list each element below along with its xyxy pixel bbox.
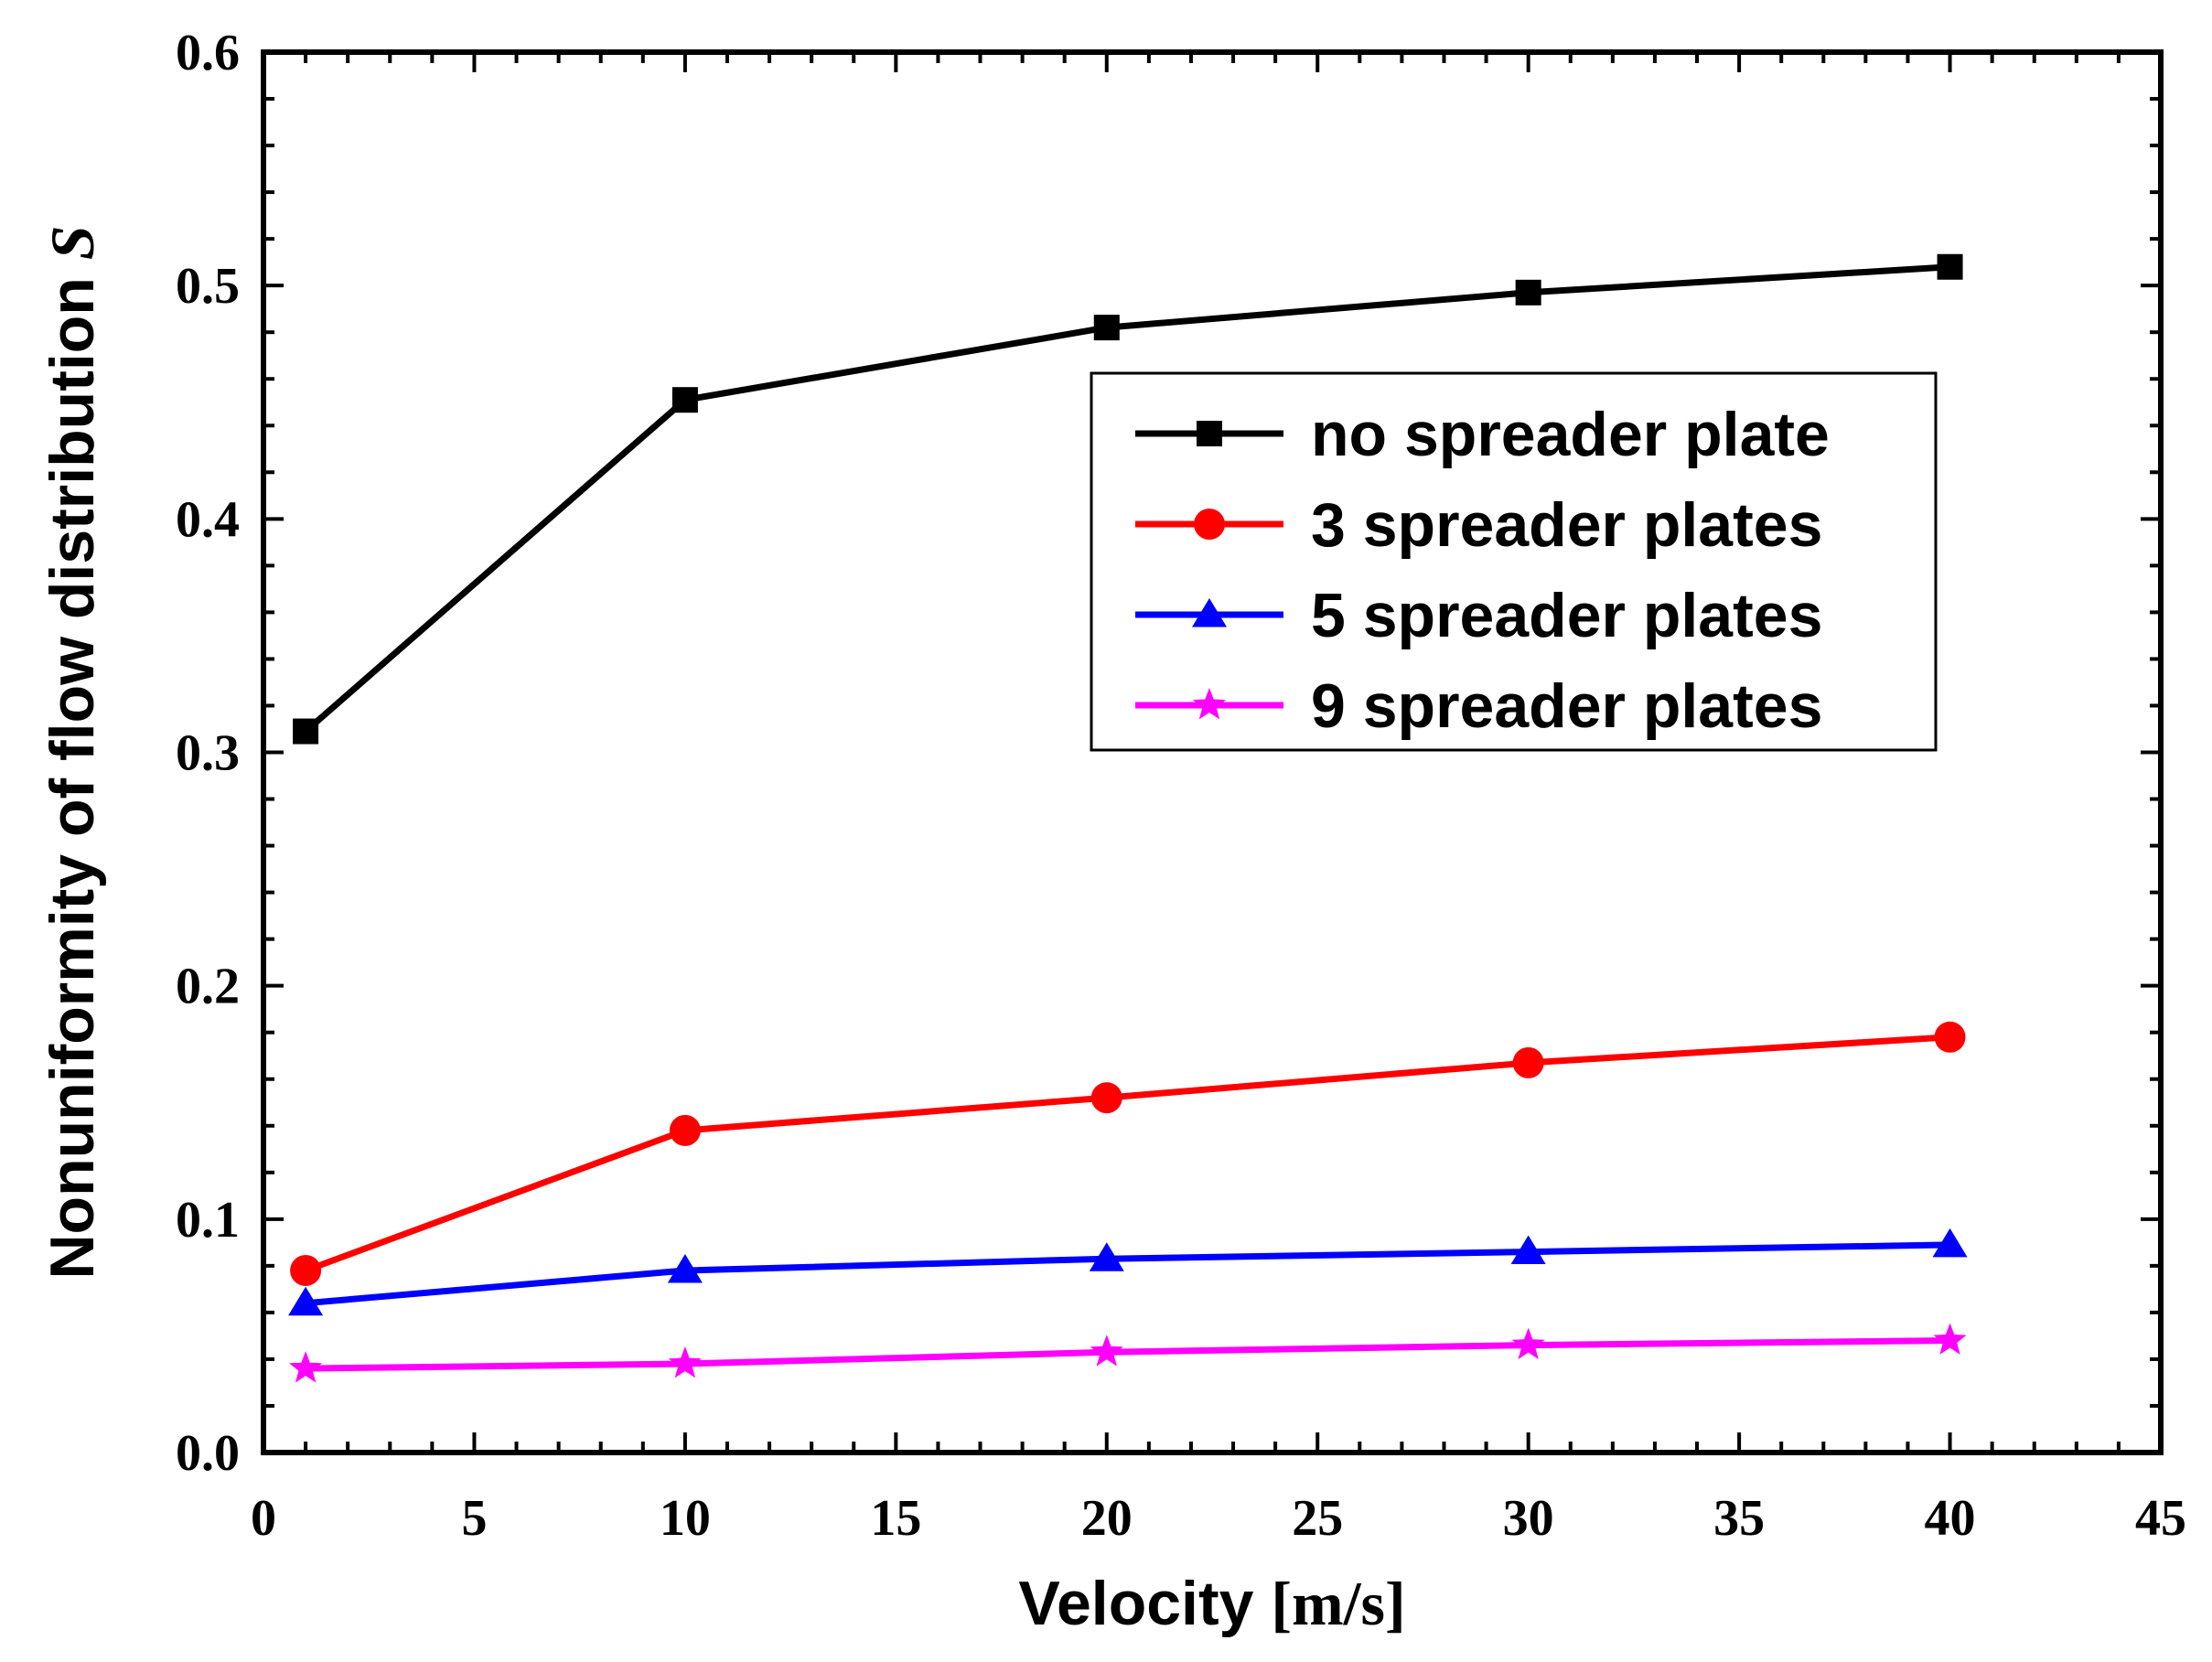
y-tick-label: 0.4 [176,491,240,548]
series-line [305,1241,1950,1307]
x-tick-label: 5 [461,1490,487,1547]
data-point [1515,279,1541,306]
data-point [290,1254,322,1286]
x-tick-label: 40 [1925,1490,1976,1547]
data-point [1090,1335,1123,1367]
data-point [1932,1228,1968,1258]
data-point [1510,1235,1546,1265]
x-tick-label: 20 [1081,1490,1133,1547]
ticks-layer [262,50,2163,1454]
legend-label: 3 spreader plates [1311,490,1822,560]
y-tick-label: 0.2 [176,959,240,1015]
series-line [306,1337,1950,1372]
data-point [671,387,698,413]
legend-label: no spreader plate [1311,400,1830,469]
plot-frame [261,49,2164,1455]
legend-marker [1192,598,1227,627]
x-axis-title: Velocity [m/s] [1018,1569,1405,1638]
data-point [669,1114,701,1146]
legend: no spreader plate 3 spreader plates 5 spre… [1090,371,1938,752]
data-point [1090,1082,1122,1114]
data-point [1934,1021,1966,1053]
legend-marker [1197,421,1222,446]
y-tick-label: 0.5 [176,258,240,315]
data-point [293,718,319,745]
x-axis-title-unit: [m/s] [1271,1569,1405,1638]
data-point [1933,1323,1967,1355]
y-tick-label: 0.6 [176,25,240,81]
x-tick-label: 0 [251,1490,276,1547]
y-tick-label: 0.1 [176,1192,240,1249]
legend-label: 5 spreader plates [1311,581,1822,650]
data-point [1511,1327,1545,1359]
x-axis-title-main: Velocity [1018,1569,1253,1638]
x-tick-label: 30 [1503,1490,1554,1547]
y-axis-title: Nonuniformity of flow distribution S [38,225,107,1279]
x-tick-label: 35 [1713,1490,1765,1547]
tick-labels-layer: 0 5 10 15 20 25 30 35 40 45 0.0 0.1 0.2 0.3 0.4 0.5 0.6 [176,25,2186,1547]
data-point [1089,1242,1124,1271]
data-point [1093,315,1120,341]
data-point [668,1346,702,1378]
series-line [304,1034,1950,1274]
x-tick-label: 15 [870,1490,921,1547]
x-tick-label: 10 [660,1490,711,1547]
data-point [667,1253,703,1283]
data-point [288,1286,324,1316]
legend-marker [1194,509,1225,540]
legend-marker [1192,688,1227,720]
x-tick-label: 45 [2135,1490,2186,1547]
data-point [1512,1046,1544,1078]
y-axis-title-main: Nonuniformity of flow distribution [38,277,107,1279]
series-layer [288,253,1968,1383]
series-2 [288,1228,1968,1316]
y-tick-label: 0.0 [176,1425,240,1482]
series-1 [290,1021,1966,1286]
data-point [289,1351,323,1383]
y-tick-label: 0.3 [176,725,240,782]
x-tick-label: 25 [1292,1490,1343,1547]
series-3 [289,1323,1967,1383]
legend-label: 9 spreader plates [1311,671,1822,741]
y-axis-title-symbol: S [38,225,107,260]
data-point [1937,253,1963,280]
series-0 [293,253,1963,745]
